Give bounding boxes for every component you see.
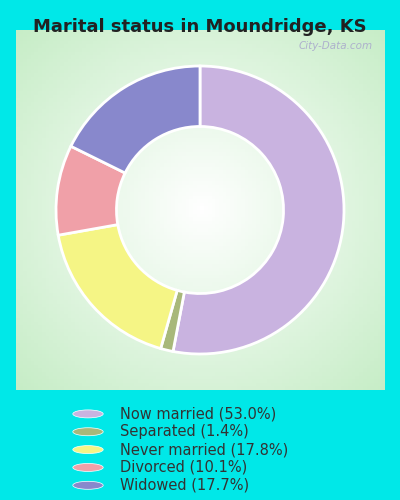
Text: Marital status in Moundridge, KS: Marital status in Moundridge, KS: [33, 18, 367, 36]
Wedge shape: [58, 224, 177, 348]
Text: Widowed (17.7%): Widowed (17.7%): [120, 478, 249, 493]
Text: Separated (1.4%): Separated (1.4%): [120, 424, 249, 440]
Text: Now married (53.0%): Now married (53.0%): [120, 406, 276, 422]
Wedge shape: [71, 66, 200, 173]
Text: Divorced (10.1%): Divorced (10.1%): [120, 460, 247, 475]
Wedge shape: [173, 66, 344, 354]
Circle shape: [73, 428, 103, 436]
Wedge shape: [161, 290, 184, 352]
Circle shape: [73, 410, 103, 418]
Circle shape: [73, 482, 103, 490]
Wedge shape: [56, 146, 125, 235]
Text: City-Data.com: City-Data.com: [299, 41, 373, 51]
Text: Never married (17.8%): Never married (17.8%): [120, 442, 288, 457]
Circle shape: [73, 446, 103, 454]
Circle shape: [73, 464, 103, 471]
